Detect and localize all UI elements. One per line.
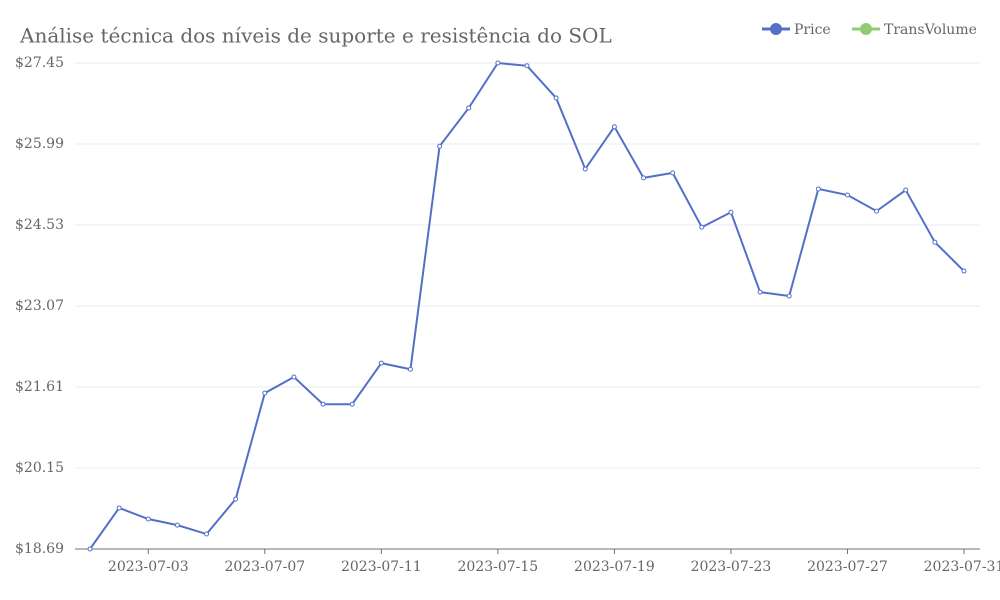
point	[116, 505, 122, 511]
point	[611, 124, 617, 130]
point	[786, 293, 792, 299]
point	[844, 192, 850, 198]
point	[378, 360, 384, 366]
point	[874, 208, 880, 214]
y-tick-label: $25.99	[15, 136, 64, 152]
point	[262, 390, 268, 396]
x-tick-label: 2023-07-11	[341, 559, 422, 575]
point	[145, 516, 151, 522]
point	[932, 239, 938, 245]
legend-label: Price	[794, 22, 831, 38]
point	[437, 143, 443, 149]
point	[495, 60, 501, 66]
point	[291, 374, 297, 380]
point	[174, 522, 180, 528]
point	[553, 95, 559, 101]
x-tick-label: 2023-07-15	[458, 559, 539, 575]
y-tick-label: $20.15	[15, 460, 64, 476]
point	[407, 366, 413, 372]
x-tick-label: 2023-07-31	[924, 559, 1000, 575]
chart-title: Análise técnica dos níveis de suporte e …	[19, 24, 612, 48]
x-tick-label: 2023-07-19	[574, 559, 655, 575]
point	[349, 401, 355, 407]
point	[961, 268, 967, 274]
x-tick-label: 2023-07-07	[224, 559, 305, 575]
point	[320, 401, 326, 407]
point	[670, 170, 676, 176]
y-tick-label: $24.53	[15, 217, 64, 233]
point	[204, 531, 210, 537]
point	[728, 209, 734, 215]
y-tick-label: $18.69	[15, 541, 64, 557]
y-tick-label: $27.45	[15, 55, 64, 71]
point	[699, 224, 705, 230]
point	[233, 496, 239, 502]
y-tick-label: $23.07	[15, 298, 64, 314]
point	[903, 187, 909, 193]
x-tick-label: 2023-07-23	[691, 559, 772, 575]
legend-label: TransVolume	[884, 22, 977, 38]
point	[87, 546, 93, 552]
legend-icon	[860, 23, 872, 35]
legend-icon	[770, 23, 782, 35]
point	[524, 63, 530, 69]
x-tick-label: 2023-07-03	[108, 559, 189, 575]
x-tick-label: 2023-07-27	[807, 559, 888, 575]
point	[466, 105, 472, 111]
point	[757, 289, 763, 295]
y-tick-label: $21.61	[15, 379, 64, 395]
point	[582, 166, 588, 172]
point	[815, 186, 821, 192]
point	[641, 175, 647, 181]
